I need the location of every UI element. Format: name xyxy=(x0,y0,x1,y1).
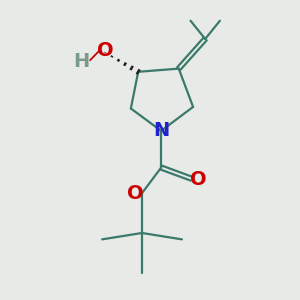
Text: O: O xyxy=(127,184,144,203)
Text: O: O xyxy=(190,170,206,189)
Text: N: N xyxy=(153,122,169,140)
Text: O: O xyxy=(97,41,114,60)
Text: H: H xyxy=(73,52,89,71)
